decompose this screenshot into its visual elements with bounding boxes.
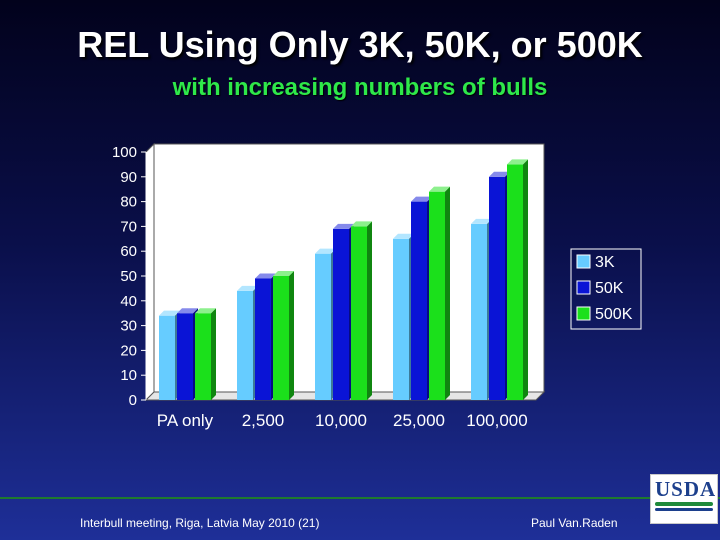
legend-box — [570, 248, 642, 330]
legend-label: 500K — [595, 306, 633, 323]
legend-swatch — [576, 306, 591, 321]
logo-year-text: 2010 — [664, 510, 685, 520]
usda-logo-wave — [655, 508, 713, 511]
y-tick-label: 50 — [120, 268, 137, 285]
footer-divider — [0, 497, 720, 499]
bar-top — [489, 171, 510, 177]
x-tick-label: PA only — [157, 411, 214, 430]
bar-top — [393, 233, 414, 239]
bar-top — [159, 310, 180, 316]
bar-top — [507, 159, 528, 165]
y-tick-label: 80 — [120, 194, 137, 211]
y-tick-label: 0 — [129, 392, 137, 409]
slide-title: REL Using Only 3K, 50K, or 500K — [77, 24, 643, 65]
bar-top — [255, 273, 276, 279]
bar — [489, 176, 505, 400]
bar-side — [367, 221, 372, 400]
footer-meeting-text: Interbull meeting, Riga, Latvia May 2010… — [80, 516, 320, 530]
bar — [177, 313, 193, 400]
bar-top — [177, 308, 198, 314]
bar-top — [429, 186, 450, 192]
bar-top — [237, 285, 258, 291]
bar-top — [315, 248, 336, 254]
footer-author-text: Paul Van.Raden — [531, 516, 618, 530]
bar-side — [289, 271, 294, 400]
y-tick-label: 90 — [120, 169, 137, 186]
bar-top — [411, 196, 432, 202]
bar-top — [273, 271, 294, 276]
bar — [393, 238, 409, 400]
bar — [471, 223, 487, 400]
bar — [195, 313, 211, 400]
slide-subtitle: with increasing numbers of bulls — [172, 74, 548, 101]
bar-top — [333, 223, 354, 229]
bar — [333, 228, 349, 400]
y-tick-label: 100 — [112, 144, 137, 161]
y-tick-label: 20 — [120, 342, 137, 359]
x-tick-label: 100,000 — [466, 411, 527, 430]
usda-logo: USDA — [650, 474, 718, 524]
legend-swatch — [576, 254, 591, 269]
x-tick-label: 10,000 — [315, 411, 367, 430]
bar — [159, 315, 175, 400]
bar — [429, 191, 445, 400]
aes-logo: aes — [690, 505, 708, 520]
bar-top — [351, 221, 372, 227]
bar — [315, 253, 331, 400]
bar — [273, 276, 289, 400]
bar — [411, 201, 427, 400]
bar-side — [445, 186, 450, 400]
bar-top — [471, 218, 492, 224]
legend-label: 50K — [595, 280, 624, 297]
y-tick-label: 40 — [120, 293, 137, 310]
y-tick-label: 60 — [120, 243, 137, 260]
x-tick-label: 25,000 — [393, 411, 445, 430]
plot-side-wall — [145, 142, 155, 402]
bar-side — [211, 308, 216, 400]
bar — [351, 226, 367, 400]
bar-top — [195, 308, 216, 314]
legend-swatch — [576, 280, 591, 295]
bar — [255, 278, 271, 400]
y-tick-label: 10 — [120, 367, 137, 384]
bar — [507, 164, 523, 400]
y-tick-label: 30 — [120, 318, 137, 335]
usda-logo-wave — [655, 502, 713, 506]
usda-logo-text: USDA — [655, 477, 717, 501]
bar — [237, 290, 253, 400]
bar-side — [523, 159, 528, 400]
legend-label: 3K — [595, 254, 615, 271]
y-tick-label: 70 — [120, 218, 137, 235]
x-tick-label: 2,500 — [242, 411, 285, 430]
